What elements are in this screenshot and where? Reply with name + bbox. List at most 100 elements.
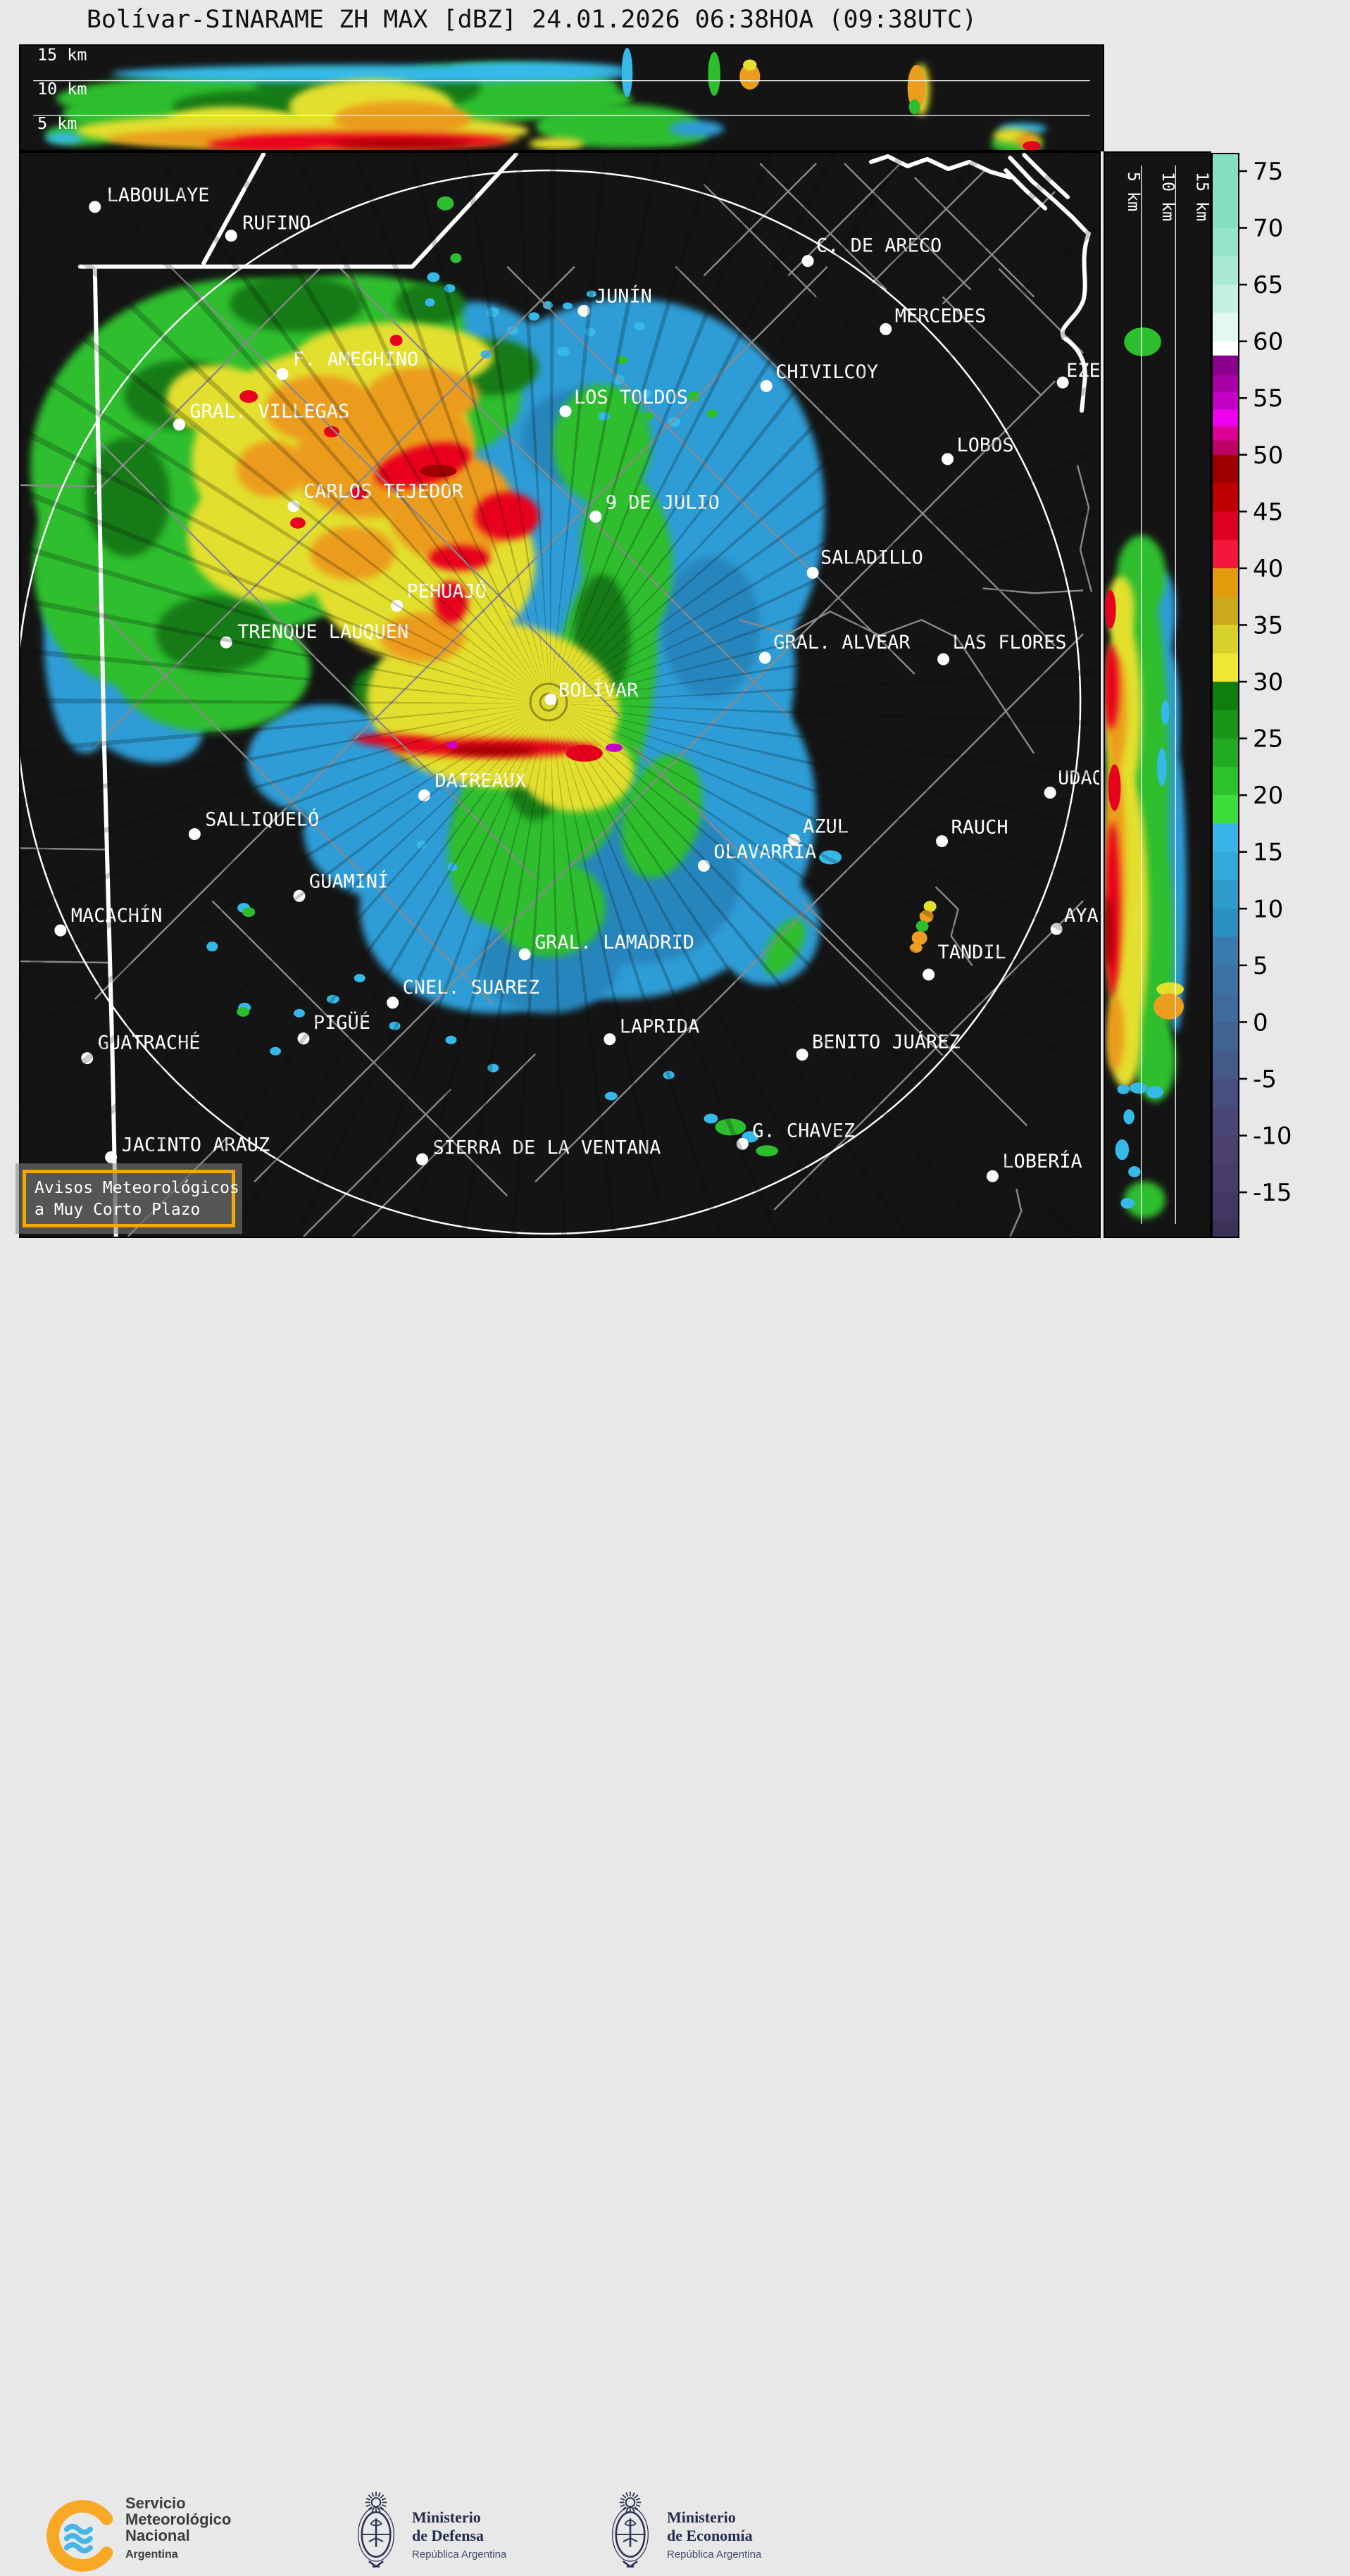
colorbar-segment	[1212, 823, 1239, 853]
colorbar-segment	[1212, 454, 1239, 484]
radar-echo-blob	[1108, 764, 1121, 811]
coat-sun-ray	[377, 2492, 381, 2497]
radar-echo-blob	[908, 99, 920, 115]
radar-echo-blob	[239, 390, 258, 404]
city-label: SIERRA DE LA VENTANA	[432, 1137, 661, 1158]
economia-line-2: de Economía	[667, 2527, 753, 2544]
radar-echo-blob	[44, 132, 84, 144]
colorbar-tick-label: -15	[1253, 1179, 1292, 1207]
radar-echo-blob	[743, 59, 757, 71]
colorbar-segment	[1212, 1192, 1239, 1221]
radar-echo-speck	[270, 1046, 282, 1056]
city-dot	[81, 1052, 94, 1065]
coat-of-arms-defensa	[358, 2491, 394, 2568]
height-label: 5 km	[1124, 172, 1144, 211]
city-dot	[796, 1049, 808, 1061]
colorbar-segment	[1212, 341, 1239, 356]
city-label: UDAQ	[1058, 768, 1099, 789]
province-border	[1060, 231, 1092, 413]
radar-echo-blob	[661, 556, 761, 697]
radar-echo-blob	[446, 741, 458, 749]
city-label: JUNÍN	[595, 285, 652, 307]
radar-echo-speck	[642, 412, 654, 421]
smn-wordmark: Servicio Meteorológico Nacional Argentin…	[125, 2495, 231, 2563]
radar-echo-speck	[543, 301, 554, 310]
radar-echo-blob	[166, 365, 265, 432]
colorbar-tick-label: 5	[1253, 952, 1268, 980]
smn-logo-wave-1	[63, 2523, 93, 2535]
radar-echo-blob	[375, 442, 471, 489]
radar-echo-blob	[323, 425, 339, 437]
district-boundary	[942, 191, 1056, 305]
colorbar-segment	[1212, 256, 1239, 285]
province-border	[201, 153, 266, 265]
radar-echo-cell	[911, 931, 927, 946]
city-dot	[225, 230, 237, 242]
radar-echo-blob	[265, 375, 377, 443]
district-boundary	[303, 1088, 452, 1237]
district-boundary	[211, 900, 508, 1196]
ministry-economia: Ministerio de Economía República Argenti…	[667, 2508, 761, 2561]
radar-echo-blob	[449, 745, 537, 756]
radar-echo-blob	[349, 487, 367, 500]
colorbar-segment	[1212, 285, 1239, 313]
colorbar-segment	[1212, 409, 1239, 427]
district-boundary	[94, 265, 828, 1000]
colorbar-segment	[1212, 1022, 1239, 1051]
city-dot	[287, 500, 300, 513]
colorbar-tick-label: 45	[1253, 498, 1283, 526]
city-label: CARLOS TEJEDOR	[304, 481, 464, 503]
city-dot	[787, 833, 800, 846]
district-boundary	[871, 170, 986, 284]
city-dot	[391, 599, 404, 612]
province-border	[1004, 168, 1048, 211]
cross-section-right-panel: 5 km 10 km 15 km	[1104, 151, 1211, 1238]
radar-map: LABOULAYE RUFINO C. DE ARECO JUNÍN MERCEDES F…	[20, 153, 1099, 1237]
range-circle	[20, 169, 1082, 1235]
footer: Servicio Meteorológico Nacional Argentin…	[0, 1239, 1350, 2572]
smn-line-1: Servicio	[125, 2494, 186, 2512]
city-label: GRAL. VILLEGAS	[189, 401, 349, 423]
radar-echo-speck	[293, 1008, 305, 1018]
radar-echo-speck	[326, 994, 339, 1003]
radar-echo-blob	[605, 743, 623, 752]
radar-echo-speck	[437, 196, 454, 211]
city-dot	[188, 828, 201, 840]
radar-echo-speck	[206, 942, 218, 952]
province-border	[1022, 153, 1070, 199]
coat-sun-ray	[635, 2504, 641, 2508]
colorbar-segment	[1212, 1107, 1239, 1137]
radar-echo-blob	[333, 139, 471, 149]
radar-echo-blob	[420, 464, 457, 477]
radar-echo-speck	[425, 298, 435, 307]
radar-echo-speck	[611, 375, 625, 385]
radar-site-ring	[539, 692, 558, 712]
colorbar-segment	[1212, 766, 1239, 796]
colorbar-segment	[1212, 426, 1239, 442]
city-label: BENITO JUÁREZ	[812, 1031, 961, 1053]
height-label: 10 km	[37, 79, 87, 99]
radar-echo-cell	[715, 1118, 746, 1136]
district-boundary	[982, 587, 1084, 594]
page-title: Bolívar-SINARAME ZH MAX [dBZ] 24.01.2026…	[86, 6, 977, 34]
city-dot	[418, 789, 430, 802]
radar-echo-blob	[428, 545, 491, 571]
city-label: JACINTO ARAUZ	[122, 1134, 270, 1156]
radar-echo-speck	[557, 346, 570, 357]
coat-sun-ray	[635, 2497, 641, 2501]
radar-echo-speck	[819, 850, 842, 865]
radar-echo-speck	[445, 1035, 457, 1044]
city-label: LOBERÍA	[1002, 1150, 1082, 1173]
radar-echo-blob	[529, 137, 585, 150]
height-label: 5 km	[37, 113, 77, 133]
city-dot	[89, 201, 101, 213]
defensa-line-1: Ministerio	[412, 2508, 481, 2526]
radar-echo-blob	[708, 51, 720, 96]
colorbar-segment	[1212, 994, 1239, 1023]
colorbar-tick-label: 10	[1253, 895, 1283, 923]
colorbar-segment	[1212, 596, 1239, 626]
district-boundary	[675, 265, 1056, 647]
colorbar-segment	[1212, 710, 1239, 739]
city-dot	[518, 948, 531, 961]
radar-echo-blob	[366, 367, 480, 424]
